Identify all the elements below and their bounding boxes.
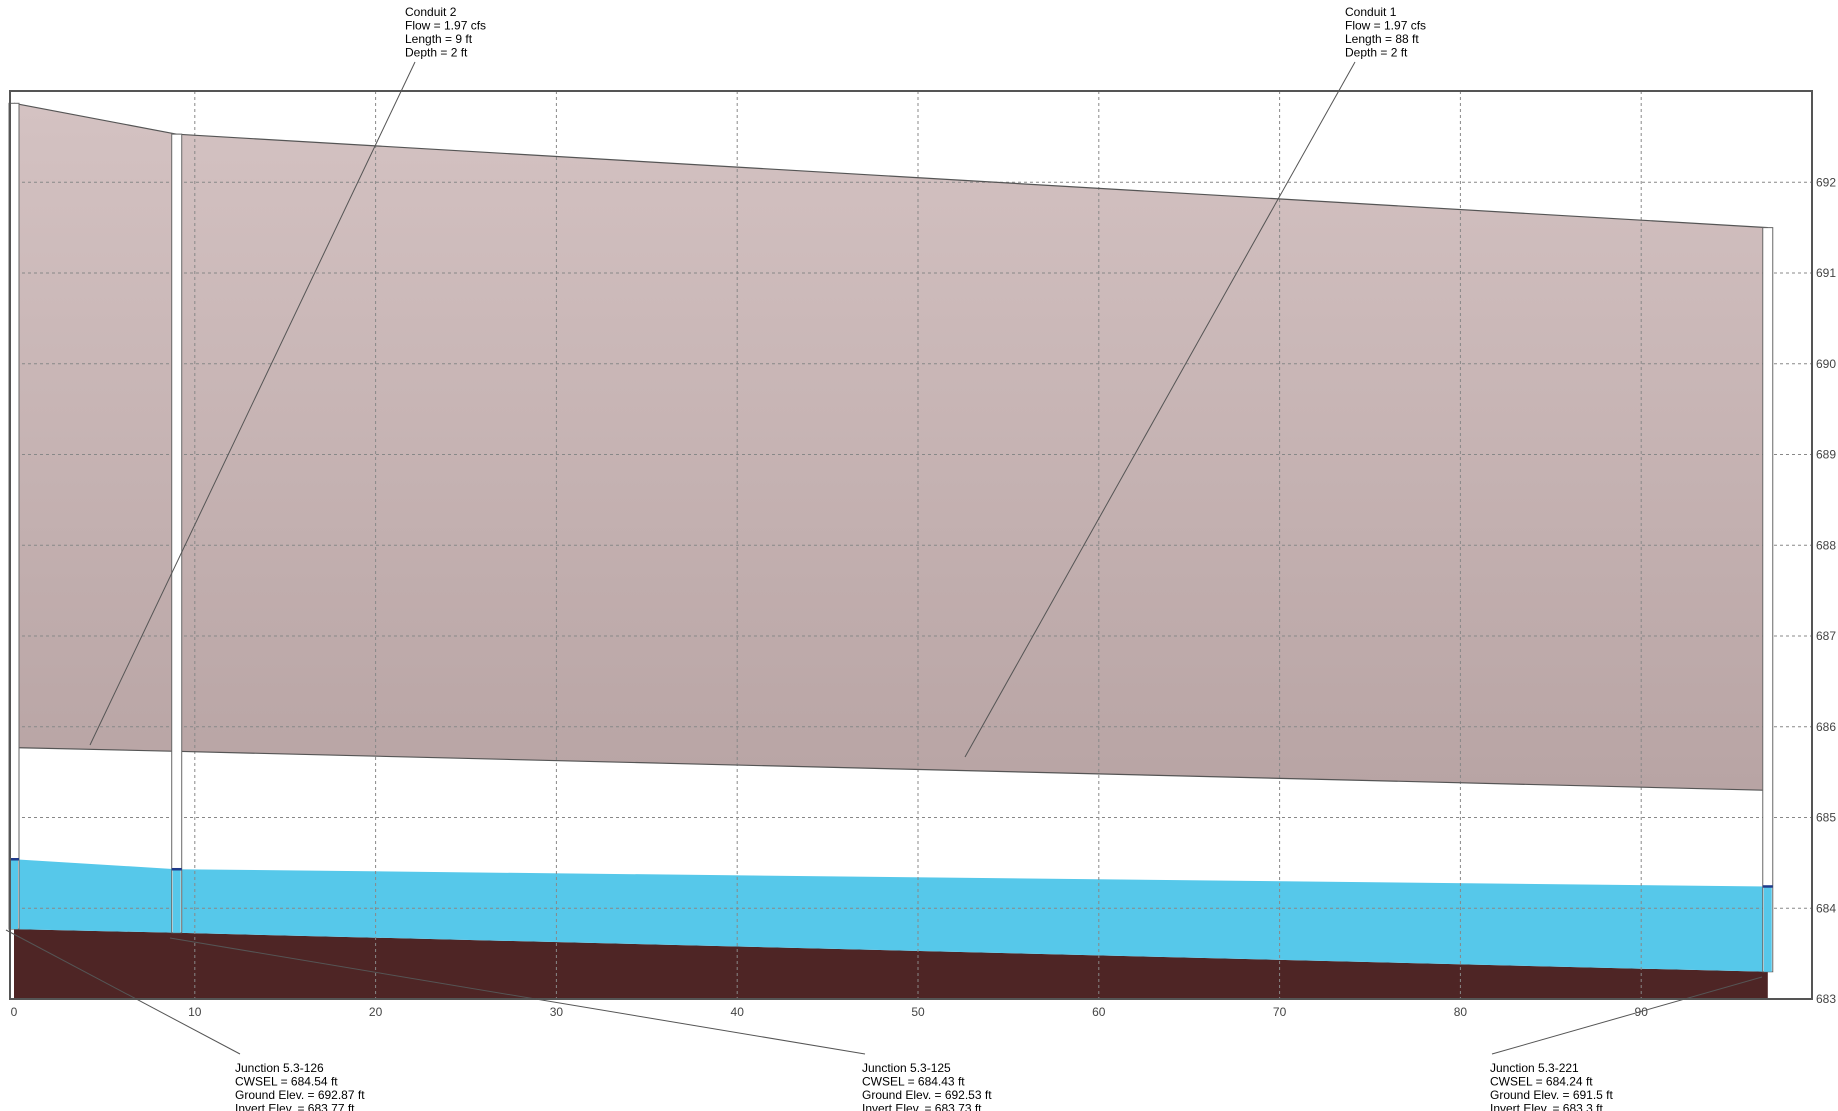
junction-label-2-line-3: Ground Elev. = 692.53 ft — [862, 1088, 992, 1102]
y-tick-label-690: 690 — [1816, 357, 1836, 371]
plot-frame — [9, 90, 1813, 1000]
manhole-3 — [1762, 227, 1774, 973]
y-tick-label-687: 687 — [1816, 629, 1836, 643]
junction-label-1: Junction 5.3-126 CWSEL = 684.54 ft Ground … — [235, 1061, 365, 1111]
junction-label-2-line-2: CWSEL = 684.43 ft — [862, 1075, 965, 1089]
ground-area — [14, 103, 1768, 791]
junction-leader-3 — [1491, 976, 1763, 1055]
conduit-label-2: Conduit 1 Flow = 1.97 cfs Length = 88 ft De… — [1345, 5, 1426, 60]
manhole-water-2 — [172, 869, 181, 933]
soil-area — [14, 929, 1768, 999]
x-tick-label-10: 10 — [188, 1005, 202, 1019]
manhole-water-1 — [10, 859, 18, 930]
y-tick-label-683: 683 — [1816, 992, 1836, 1006]
junction-leader-1 — [5, 929, 241, 1055]
conduit-leader-2 — [964, 61, 1356, 758]
junction-label-1-line-4: Invert Elev. = 683.77 ft — [235, 1102, 355, 1111]
junction-label-3-line-2: CWSEL = 684.24 ft — [1490, 1075, 1593, 1089]
conduit-label-1-line-3: Length = 9 ft — [405, 32, 473, 46]
y-tick-label-688: 688 — [1816, 538, 1836, 552]
y-tick-label-691: 691 — [1816, 266, 1836, 280]
junction-label-3: Junction 5.3-221 CWSEL = 684.24 ft Ground … — [1490, 1061, 1614, 1111]
manhole-water-3 — [1763, 886, 1772, 972]
y-tick-label-692: 692 — [1816, 175, 1836, 189]
junction-label-3-line-3: Ground Elev. = 691.5 ft — [1490, 1088, 1614, 1102]
conduit-label-2-line-1: Conduit 1 — [1345, 5, 1397, 19]
conduit-label-2-line-2: Flow = 1.97 cfs — [1345, 19, 1426, 33]
x-tick-label-60: 60 — [1092, 1005, 1106, 1019]
x-tick-label-70: 70 — [1273, 1005, 1287, 1019]
junction-leader-2 — [169, 937, 866, 1055]
y-tick-label-686: 686 — [1816, 720, 1836, 734]
junction-label-1-line-1: Junction 5.3-126 — [235, 1061, 324, 1075]
conduit-label-2-line-4: Depth = 2 ft — [1345, 46, 1408, 60]
y-tick-label-689: 689 — [1816, 448, 1836, 462]
water-area — [14, 859, 1768, 972]
junction-label-3-line-4: Invert Elev. = 683.3 ft — [1490, 1102, 1604, 1111]
manhole-2 — [171, 133, 183, 934]
y-tick-label-684: 684 — [1816, 901, 1836, 915]
x-tick-label-20: 20 — [369, 1005, 383, 1019]
conduit-label-1-line-1: Conduit 2 — [405, 5, 457, 19]
junction-label-2-line-4: Invert Elev. = 683.73 ft — [862, 1102, 982, 1111]
x-tick-label-40: 40 — [731, 1005, 745, 1019]
x-tick-label-80: 80 — [1454, 1005, 1468, 1019]
conduit-leader-1 — [89, 61, 416, 746]
conduit-label-2-line-3: Length = 88 ft — [1345, 32, 1419, 46]
x-tick-label-30: 30 — [550, 1005, 564, 1019]
conduit-label-1: Conduit 2 Flow = 1.97 cfs Length = 9 ft Dep… — [405, 5, 486, 60]
junction-label-2: Junction 5.3-125 CWSEL = 684.43 ft Ground … — [862, 1061, 992, 1111]
junction-label-2-line-1: Junction 5.3-125 — [862, 1061, 951, 1075]
y-tick-label-685: 685 — [1816, 811, 1836, 825]
junction-label-1-line-2: CWSEL = 684.54 ft — [235, 1075, 338, 1089]
x-tick-label-0: 0 — [11, 1005, 18, 1019]
junction-label-3-line-1: Junction 5.3-221 — [1490, 1061, 1579, 1075]
x-tick-label-50: 50 — [911, 1005, 925, 1019]
conduit-label-1-line-2: Flow = 1.97 cfs — [405, 19, 486, 33]
conduit-label-1-line-4: Depth = 2 ft — [405, 46, 468, 60]
x-tick-label-90: 90 — [1635, 1005, 1649, 1019]
junction-label-1-line-3: Ground Elev. = 692.87 ft — [235, 1088, 365, 1102]
